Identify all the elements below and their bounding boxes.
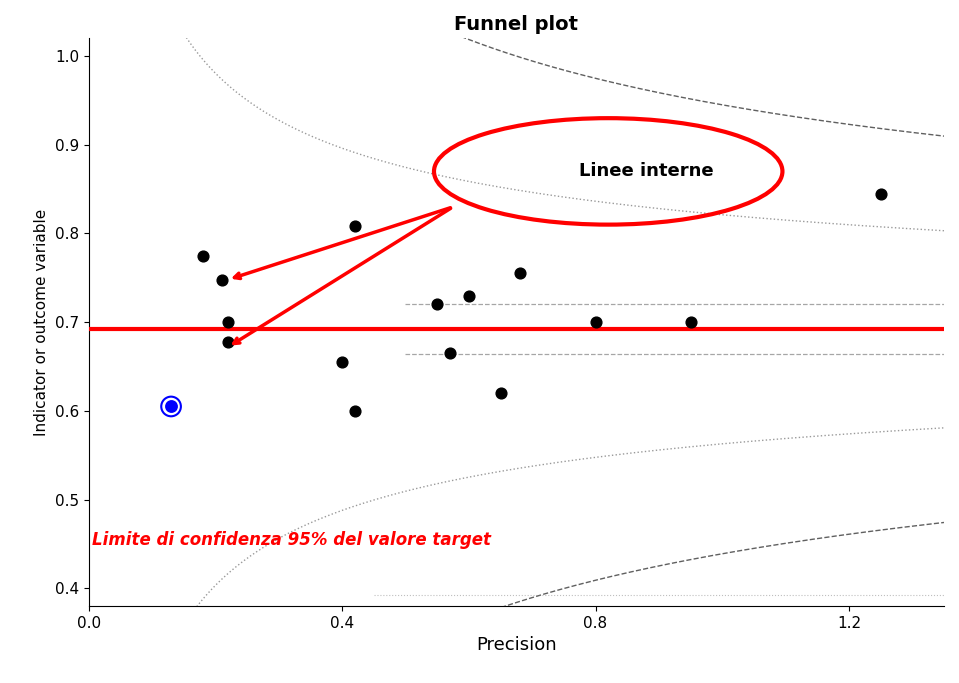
Point <box>221 317 236 328</box>
Point <box>163 401 178 412</box>
Point <box>430 299 445 310</box>
Text: Limite di confidenza 95% del valore target: Limite di confidenza 95% del valore targ… <box>92 531 491 548</box>
Point <box>683 317 698 328</box>
Text: Linee interne: Linee interne <box>579 163 713 180</box>
Point <box>493 388 508 399</box>
Point <box>195 250 210 261</box>
Point <box>214 274 229 285</box>
Point <box>461 290 477 301</box>
Y-axis label: Indicator or outcome variable: Indicator or outcome variable <box>35 208 49 436</box>
Point <box>347 220 363 231</box>
Point <box>873 188 888 199</box>
Point <box>512 268 527 279</box>
Title: Funnel plot: Funnel plot <box>455 15 578 34</box>
X-axis label: Precision: Precision <box>476 637 556 654</box>
Point <box>163 401 178 412</box>
Point <box>588 317 603 328</box>
Point <box>221 336 236 347</box>
Point <box>442 348 457 359</box>
Point <box>347 406 363 417</box>
Point <box>335 357 350 367</box>
